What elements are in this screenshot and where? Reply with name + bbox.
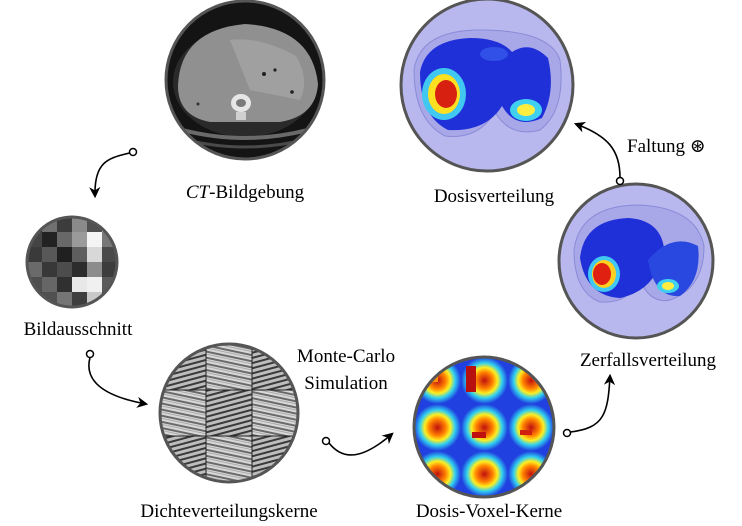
zerfallsverteilung-image [557,182,715,340]
ct-label-italic: CT [186,182,211,203]
faltung-label: Faltung ⊛ [627,136,706,157]
ct-image [164,0,326,161]
dosisverteilung-image [399,0,575,173]
bildausschnitt-image [25,215,119,309]
dosisverteilung-label: Dosisverteilung [434,186,555,207]
dichte-kerne-image [158,342,300,484]
arrow-dichte-to-voxel [321,432,394,456]
ct-label-rest: -Bildgebung [209,182,304,203]
arrow-bildausschnitt-to-dichte [85,349,149,408]
arrow-ct-to-bildausschnitt [89,147,138,199]
arrow-voxel-to-zerfall [562,373,616,438]
dosis-voxel-kerne-image [412,355,556,499]
dichte-label: Dichteverteilungskerne [140,501,317,522]
monte-carlo-label-line2: Simulation [304,373,388,394]
zerfall-label: Zerfallsverteilung [580,350,717,371]
dosis-voxel-label: Dosis-Voxel-Kerne [416,501,562,522]
bildausschnitt-label: Bildausschnitt [24,319,133,340]
monte-carlo-label-line1: Monte-Carlo [297,346,395,367]
arrow-zerfall-to-dosis [573,121,625,186]
ct-label: CT-Bildgebung [186,182,305,203]
